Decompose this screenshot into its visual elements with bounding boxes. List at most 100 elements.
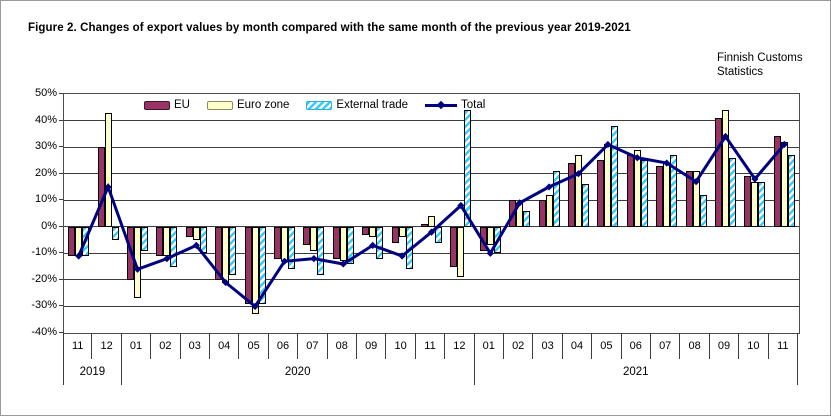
month-label: 01 (475, 333, 504, 359)
gridline (64, 120, 799, 122)
bar-external-trade (729, 157, 736, 227)
bar-euro-zone (163, 226, 171, 256)
bar-eu (715, 117, 722, 227)
month-label: 12 (92, 333, 122, 359)
month-label: 04 (210, 333, 240, 359)
bar-euro-zone (575, 155, 582, 227)
bar-external-trade (493, 226, 501, 254)
bar-eu (656, 165, 664, 227)
bar-eu (744, 176, 752, 227)
bar-euro-zone (545, 194, 553, 227)
bar-euro-zone (222, 226, 230, 283)
source-label: Finnish Customs Statistics (717, 51, 803, 79)
month-label: 11 (63, 333, 93, 359)
year-label-2021: 2021 (475, 359, 798, 385)
bar-eu (274, 226, 281, 259)
y-axis-label: 30% (34, 140, 57, 153)
bar-external-trade (229, 226, 237, 275)
bar-euro-zone (633, 149, 641, 227)
legend-swatch (206, 100, 233, 110)
bar-euro-zone (457, 226, 465, 278)
bar-eu (685, 171, 693, 227)
legend-item-external-trade: External trade (306, 99, 408, 111)
bar-eu (626, 155, 634, 227)
bar-external-trade (758, 181, 766, 227)
y-axis-label: 40% (34, 113, 57, 126)
bar-eu (450, 226, 458, 267)
month-label: 02 (504, 333, 534, 359)
bar-euro-zone (104, 112, 112, 227)
plot-area (63, 93, 800, 334)
month-label: 10 (386, 333, 416, 359)
gridline (64, 279, 799, 281)
month-label: 07 (298, 333, 328, 359)
bar-euro-zone (281, 226, 288, 262)
bar-external-trade (405, 226, 413, 270)
bar-external-trade (552, 171, 560, 227)
month-label: 02 (151, 333, 181, 359)
bar-eu (391, 226, 399, 243)
y-axis-label: 20% (34, 166, 57, 179)
bar-euro-zone (663, 163, 671, 227)
bar-external-trade (787, 155, 795, 227)
bar-eu (215, 226, 223, 280)
legend-label: External trade (336, 99, 409, 111)
bar-eu (538, 200, 546, 227)
bar-external-trade (640, 160, 648, 227)
y-axis-tick (59, 119, 63, 121)
bar-eu (68, 226, 76, 256)
y-axis-tick (59, 199, 63, 201)
month-label: 06 (269, 333, 299, 359)
source-line2: Statistics (717, 66, 764, 78)
bar-eu (127, 226, 134, 280)
y-axis-tick (59, 93, 63, 94)
bar-eu (362, 226, 370, 235)
month-label: 03 (533, 333, 563, 359)
month-label: 03 (181, 333, 210, 359)
bar-eu (479, 226, 487, 251)
y-axis-tick (59, 146, 63, 148)
bar-external-trade (170, 226, 178, 267)
bar-eu (156, 226, 164, 256)
month-label: 04 (563, 333, 593, 359)
bar-euro-zone (251, 226, 259, 315)
legend-item-eu: EU (144, 99, 190, 111)
bar-euro-zone (516, 202, 524, 227)
bar-euro-zone (604, 144, 612, 227)
month-label: 05 (592, 333, 622, 359)
x-axis-months: 11 12 01 02 03 04 05 06 07 08 09 10 11 12 01 02 03 04 05 06… (63, 333, 798, 359)
y-axis-label: 50% (34, 87, 57, 99)
legend-line-sample (425, 100, 458, 111)
bar-external-trade (523, 210, 531, 227)
bar-eu (597, 160, 605, 227)
y-axis-tick (59, 305, 63, 307)
y-axis-tick (59, 252, 63, 254)
bar-external-trade (288, 226, 295, 270)
bar-euro-zone (486, 226, 494, 246)
bar-external-trade (670, 155, 678, 227)
month-label: 06 (622, 333, 651, 359)
gridline (64, 146, 799, 148)
bar-external-trade (435, 226, 442, 243)
bar-external-trade (258, 226, 266, 304)
bar-external-trade (111, 226, 119, 241)
bar-eu (244, 226, 252, 304)
bar-external-trade (199, 226, 207, 254)
y-axis-label: -10% (31, 246, 57, 259)
y-axis-label: -20% (31, 272, 57, 285)
bar-eu (421, 224, 428, 227)
bar-eu (568, 163, 575, 227)
legend-item-total: Total (425, 99, 485, 111)
bar-external-trade (346, 226, 354, 264)
chart-legend: EU Euro zone External trade Total (144, 99, 485, 111)
bar-eu (332, 226, 340, 259)
bar-external-trade (464, 109, 472, 227)
y-axis-label: -30% (31, 299, 57, 312)
month-label: 08 (328, 333, 357, 359)
bar-euro-zone (134, 226, 141, 299)
bar-euro-zone (339, 226, 347, 262)
bar-euro-zone (310, 226, 318, 251)
y-axis-tick (59, 332, 63, 333)
legend-label: EU (174, 99, 190, 111)
